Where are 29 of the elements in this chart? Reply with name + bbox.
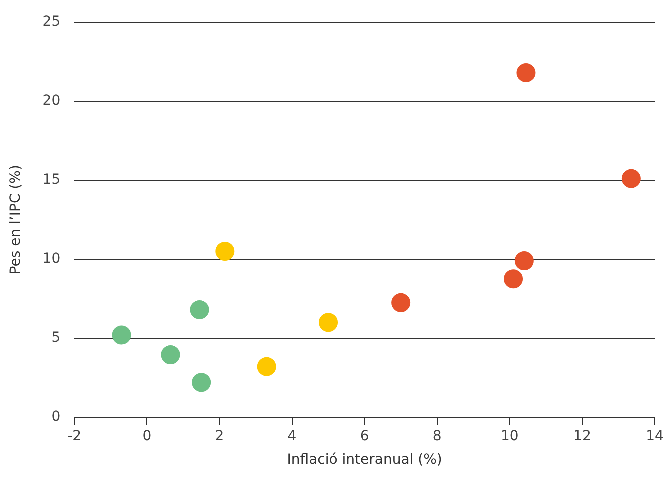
x-tick-label: -2	[68, 428, 82, 444]
x-axis-title: Inflació interanual (%)	[287, 452, 442, 468]
point	[516, 63, 536, 82]
point	[161, 345, 180, 364]
y-axis-title: Pes en l’IPC (%)	[8, 165, 24, 275]
x-tick-label: 12	[574, 428, 592, 444]
point	[192, 373, 212, 392]
x-tick-label: 2	[215, 428, 224, 444]
y-tick-label: 10	[42, 251, 61, 268]
y-tick-label: 5	[52, 330, 61, 346]
x-tick-label: 8	[432, 428, 442, 444]
point	[514, 251, 534, 270]
x-tick-label: 14	[646, 428, 664, 444]
point	[190, 300, 210, 320]
point	[216, 242, 235, 261]
x-tick-label: 10	[500, 428, 519, 444]
x-tick-label: 6	[360, 428, 370, 444]
x-tick-label: 4	[288, 428, 297, 444]
y-tick-label: 20	[42, 93, 61, 110]
point	[319, 313, 338, 332]
point	[392, 293, 411, 312]
y-tick-label: 25	[42, 14, 61, 30]
y-tick-label: 0	[52, 409, 61, 426]
point	[257, 357, 276, 376]
x-tick-label: 0	[142, 428, 152, 444]
y-tick-label: 15	[42, 172, 61, 188]
point	[622, 169, 641, 188]
point	[112, 326, 132, 345]
point	[504, 270, 524, 289]
